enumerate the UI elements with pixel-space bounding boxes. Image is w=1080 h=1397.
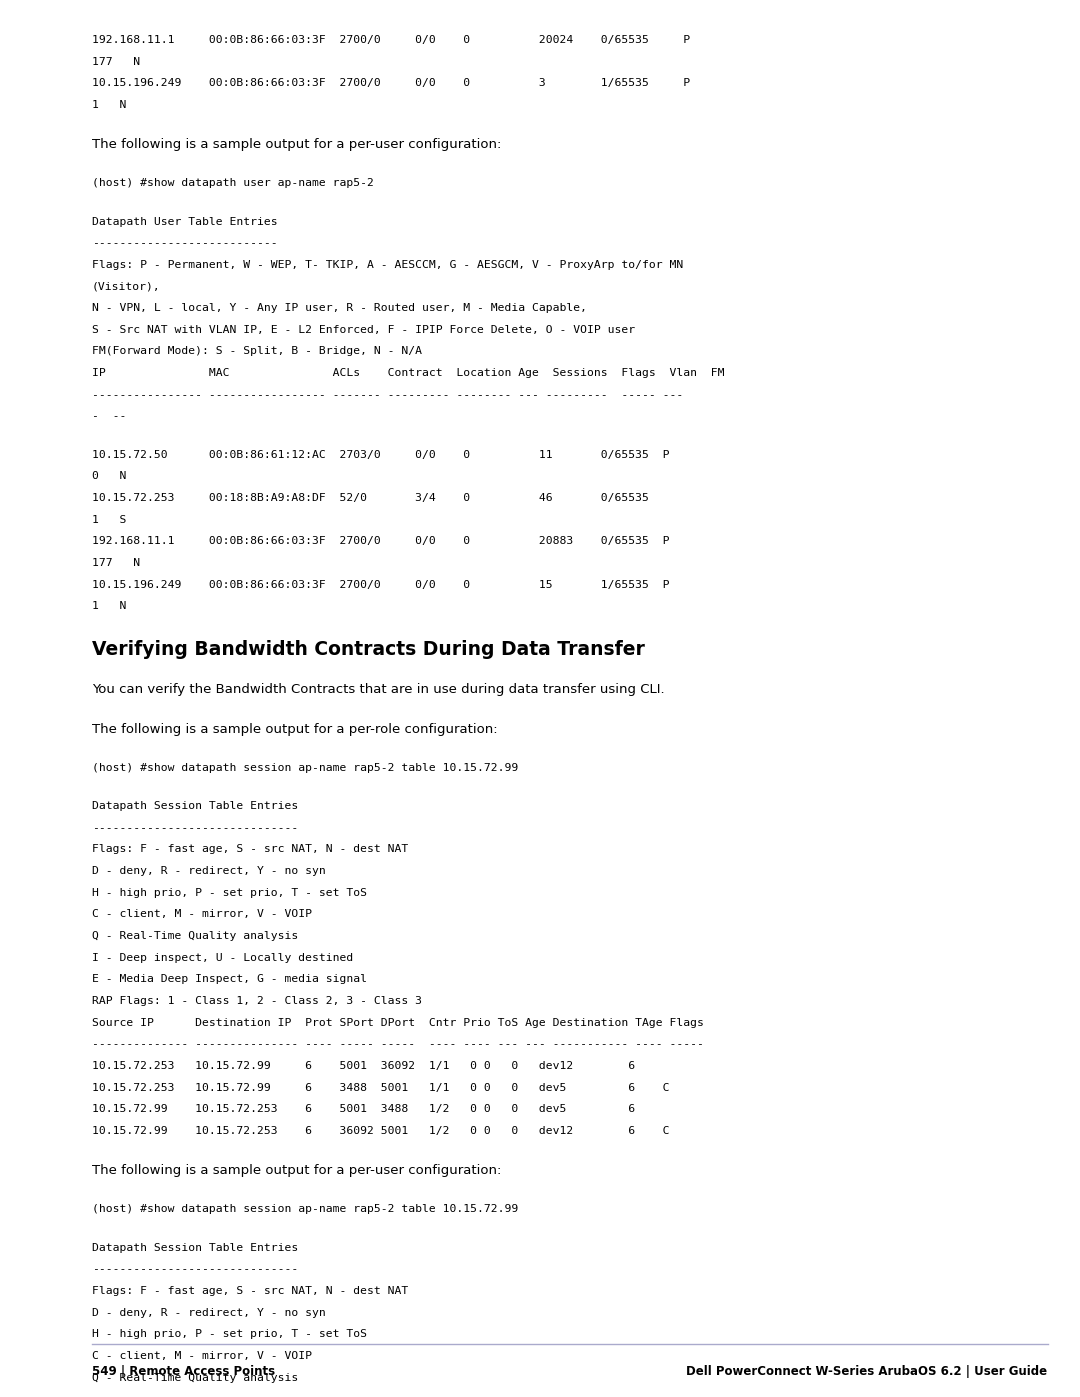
Text: 10.15.196.249    00:0B:86:66:03:3F  2700/0     0/0    0          3        1/6553: 10.15.196.249 00:0B:86:66:03:3F 2700/0 0… xyxy=(92,78,690,88)
Text: Flags: F - fast age, S - src NAT, N - dest NAT: Flags: F - fast age, S - src NAT, N - de… xyxy=(92,1285,408,1296)
Text: IP               MAC               ACLs    Contract  Location Age  Sessions  Fla: IP MAC ACLs Contract Location Age Sessio… xyxy=(92,367,725,379)
Text: 10.15.72.253   10.15.72.99     6    3488  5001   1/1   0 0   0   dev5         6 : 10.15.72.253 10.15.72.99 6 3488 5001 1/1… xyxy=(92,1083,670,1092)
Text: 10.15.72.99    10.15.72.253    6    36092 5001   1/2   0 0   0   dev12        6 : 10.15.72.99 10.15.72.253 6 36092 5001 1/… xyxy=(92,1126,670,1136)
Text: N - VPN, L - local, Y - Any IP user, R - Routed user, M - Media Capable,: N - VPN, L - local, Y - Any IP user, R -… xyxy=(92,303,586,313)
Text: C - client, M - mirror, V - VOIP: C - client, M - mirror, V - VOIP xyxy=(92,1351,312,1361)
Text: (host) #show datapath user ap-name rap5-2: (host) #show datapath user ap-name rap5-… xyxy=(92,177,374,189)
Text: 10.15.196.249    00:0B:86:66:03:3F  2700/0     0/0    0          15       1/6553: 10.15.196.249 00:0B:86:66:03:3F 2700/0 0… xyxy=(92,580,670,590)
Text: Source IP      Destination IP  Prot SPort DPort  Cntr Prio ToS Age Destination T: Source IP Destination IP Prot SPort DPor… xyxy=(92,1017,704,1028)
Text: Dell PowerConnect W-Series ArubaOS 6.2 | User Guide: Dell PowerConnect W-Series ArubaOS 6.2 |… xyxy=(687,1365,1048,1377)
Text: 0   N: 0 N xyxy=(92,471,126,482)
Text: ------------------------------: ------------------------------ xyxy=(92,823,298,833)
Text: (Visitor),: (Visitor), xyxy=(92,281,161,292)
Text: 10.15.72.99    10.15.72.253    6    5001  3488   1/2   0 0   0   dev5         6: 10.15.72.99 10.15.72.253 6 5001 3488 1/2… xyxy=(92,1104,635,1115)
Text: The following is a sample output for a per-user configuration:: The following is a sample output for a p… xyxy=(92,1164,501,1178)
Text: E - Media Deep Inspect, G - media signal: E - Media Deep Inspect, G - media signal xyxy=(92,974,367,985)
Text: Flags: F - fast age, S - src NAT, N - dest NAT: Flags: F - fast age, S - src NAT, N - de… xyxy=(92,844,408,855)
Text: ---------------------------: --------------------------- xyxy=(92,237,278,249)
Text: ---------------- ----------------- ------- --------- -------- --- ---------  ---: ---------------- ----------------- -----… xyxy=(92,390,683,400)
Text: 192.168.11.1     00:0B:86:66:03:3F  2700/0     0/0    0          20883    0/6553: 192.168.11.1 00:0B:86:66:03:3F 2700/0 0/… xyxy=(92,536,670,546)
Text: 192.168.11.1     00:0B:86:66:03:3F  2700/0     0/0    0          20024    0/6553: 192.168.11.1 00:0B:86:66:03:3F 2700/0 0/… xyxy=(92,35,690,45)
Text: 10.15.72.50      00:0B:86:61:12:AC  2703/0     0/0    0          11       0/6553: 10.15.72.50 00:0B:86:61:12:AC 2703/0 0/0… xyxy=(92,450,670,460)
Text: (host) #show datapath session ap-name rap5-2 table 10.15.72.99: (host) #show datapath session ap-name ra… xyxy=(92,1204,518,1214)
Text: I - Deep inspect, U - Locally destined: I - Deep inspect, U - Locally destined xyxy=(92,953,353,963)
Text: Datapath User Table Entries: Datapath User Table Entries xyxy=(92,217,278,226)
Text: D - deny, R - redirect, Y - no syn: D - deny, R - redirect, Y - no syn xyxy=(92,1308,325,1317)
Text: Datapath Session Table Entries: Datapath Session Table Entries xyxy=(92,1242,298,1253)
Text: H - high prio, P - set prio, T - set ToS: H - high prio, P - set prio, T - set ToS xyxy=(92,887,367,898)
Text: 177   N: 177 N xyxy=(92,557,140,569)
Text: Verifying Bandwidth Contracts During Data Transfer: Verifying Bandwidth Contracts During Dat… xyxy=(92,640,645,659)
Text: You can verify the Bandwidth Contracts that are in use during data transfer usin: You can verify the Bandwidth Contracts t… xyxy=(92,683,664,696)
Text: (host) #show datapath session ap-name rap5-2 table 10.15.72.99: (host) #show datapath session ap-name ra… xyxy=(92,763,518,773)
Text: 549 | Remote Access Points: 549 | Remote Access Points xyxy=(92,1365,275,1377)
Text: 1   N: 1 N xyxy=(92,99,126,110)
Text: ------------------------------: ------------------------------ xyxy=(92,1264,298,1274)
Text: 177   N: 177 N xyxy=(92,57,140,67)
Text: FM(Forward Mode): S - Split, B - Bridge, N - N/A: FM(Forward Mode): S - Split, B - Bridge,… xyxy=(92,346,422,356)
Text: D - deny, R - redirect, Y - no syn: D - deny, R - redirect, Y - no syn xyxy=(92,866,325,876)
Text: H - high prio, P - set prio, T - set ToS: H - high prio, P - set prio, T - set ToS xyxy=(92,1329,367,1340)
Text: 10.15.72.253   10.15.72.99     6    5001  36092  1/1   0 0   0   dev12        6: 10.15.72.253 10.15.72.99 6 5001 36092 1/… xyxy=(92,1060,635,1071)
Text: -  --: - -- xyxy=(92,411,126,422)
Text: S - Src NAT with VLAN IP, E - L2 Enforced, F - IPIP Force Delete, O - VOIP user: S - Src NAT with VLAN IP, E - L2 Enforce… xyxy=(92,324,635,335)
Text: C - client, M - mirror, V - VOIP: C - client, M - mirror, V - VOIP xyxy=(92,909,312,919)
Text: The following is a sample output for a per-role configuration:: The following is a sample output for a p… xyxy=(92,722,498,736)
Text: -------------- --------------- ---- ----- -----  ---- ---- --- --- ----------- -: -------------- --------------- ---- ----… xyxy=(92,1039,704,1049)
Text: The following is a sample output for a per-user configuration:: The following is a sample output for a p… xyxy=(92,138,501,151)
Text: Datapath Session Table Entries: Datapath Session Table Entries xyxy=(92,800,298,812)
Text: Q - Real-Time Quality analysis: Q - Real-Time Quality analysis xyxy=(92,930,298,942)
Text: RAP Flags: 1 - Class 1, 2 - Class 2, 3 - Class 3: RAP Flags: 1 - Class 1, 2 - Class 2, 3 -… xyxy=(92,996,422,1006)
Text: Flags: P - Permanent, W - WEP, T- TKIP, A - AESCCM, G - AESGCM, V - ProxyArp to/: Flags: P - Permanent, W - WEP, T- TKIP, … xyxy=(92,260,683,270)
Text: 10.15.72.253     00:18:8B:A9:A8:DF  52/0       3/4    0          46       0/6553: 10.15.72.253 00:18:8B:A9:A8:DF 52/0 3/4 … xyxy=(92,493,649,503)
Text: 1   N: 1 N xyxy=(92,601,126,612)
Text: Q - Real-Time Quality analysis: Q - Real-Time Quality analysis xyxy=(92,1372,298,1383)
Text: 1   S: 1 S xyxy=(92,514,126,525)
